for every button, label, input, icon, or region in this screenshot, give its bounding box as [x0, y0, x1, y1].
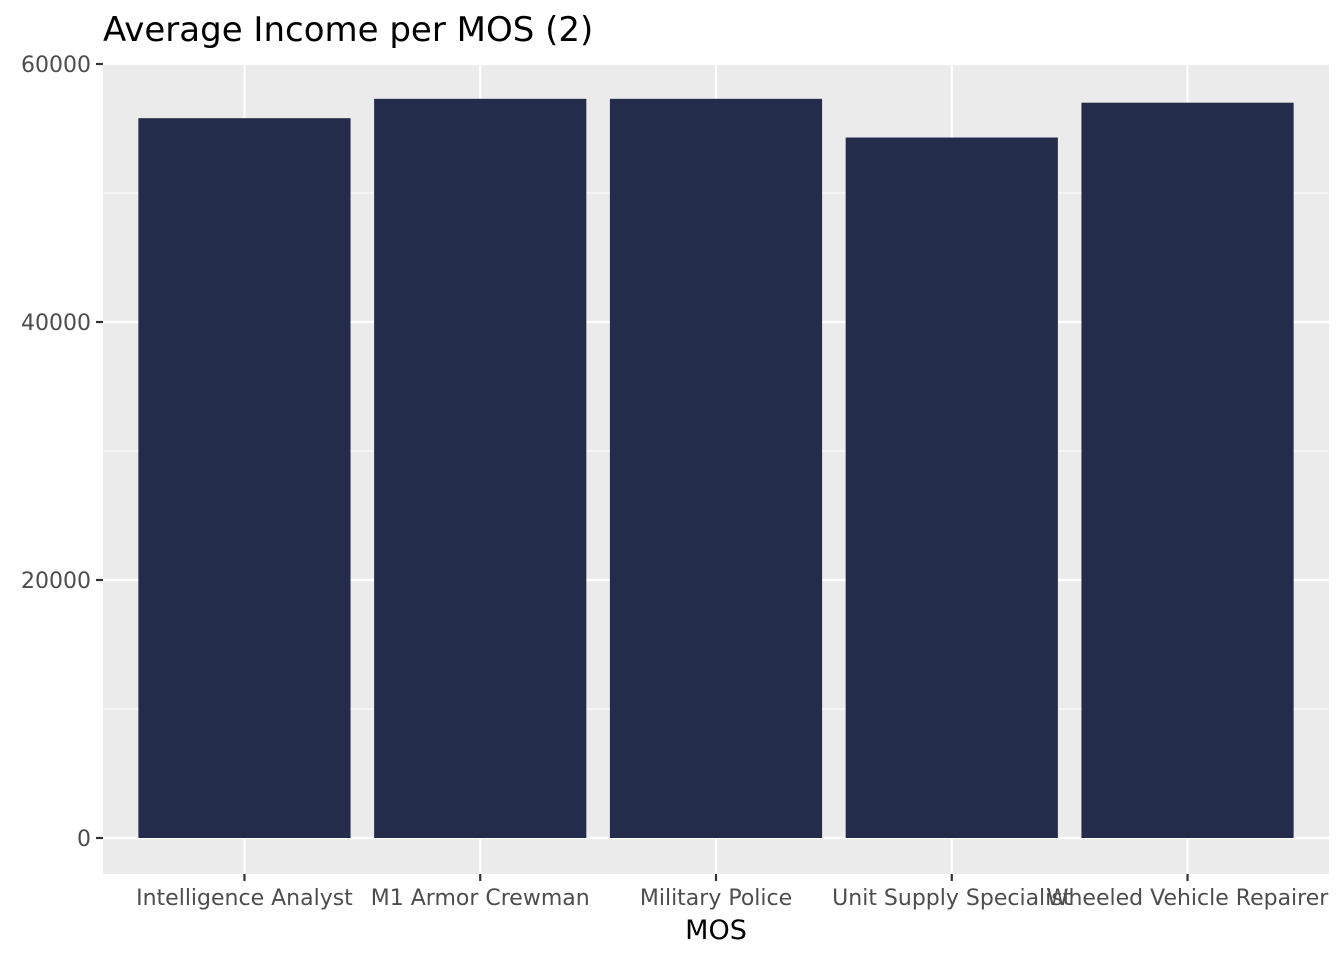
y-tick-label: 60000	[21, 53, 91, 78]
y-tick-label: 20000	[21, 569, 91, 594]
y-tick-label: 0	[77, 827, 91, 852]
chart-title: Average Income per MOS (2)	[103, 10, 593, 50]
x-axis-title: MOS	[685, 915, 747, 946]
bars	[138, 98, 1294, 839]
bar	[374, 98, 587, 838]
bar	[138, 118, 351, 839]
bar	[845, 137, 1058, 838]
x-tick-label: Wheeled Vehicle Repairer	[1047, 886, 1330, 911]
bar	[1081, 102, 1294, 838]
x-axis: Intelligence Analyst M1 Armor Crewman Mili…	[136, 874, 1329, 911]
y-axis: 0 20000 40000 60000	[21, 53, 103, 852]
bar	[609, 98, 823, 838]
x-tick-label: Unit Supply Specialist	[832, 886, 1072, 911]
x-tick-label: Military Police	[640, 886, 792, 911]
y-tick-label: 40000	[21, 311, 91, 336]
x-tick-label: M1 Armor Crewman	[371, 886, 590, 911]
x-tick-label: Intelligence Analyst	[136, 886, 353, 911]
